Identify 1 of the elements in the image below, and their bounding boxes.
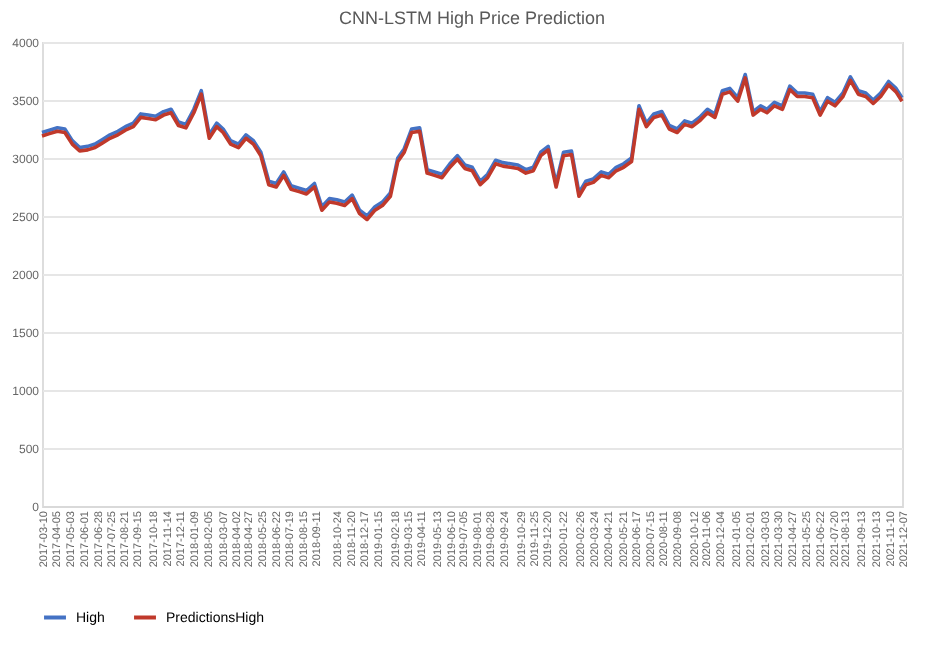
chart-title: CNN-LSTM High Price Prediction — [338, 8, 606, 28]
